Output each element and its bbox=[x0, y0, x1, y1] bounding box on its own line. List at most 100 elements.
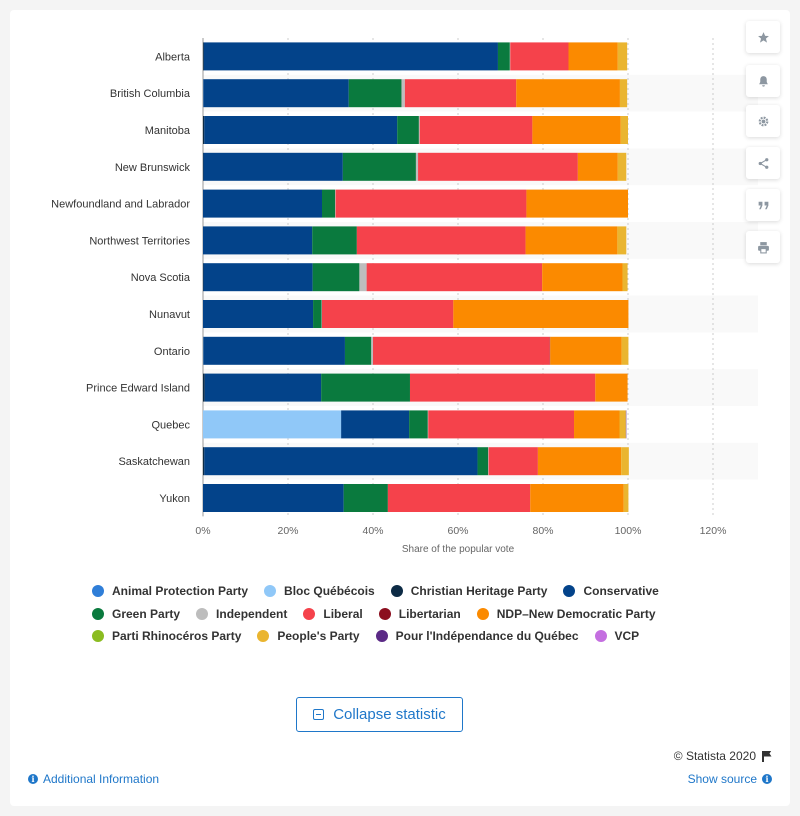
legend-item[interactable]: Independent bbox=[196, 607, 287, 621]
collapse-statistic-button[interactable]: Collapse statistic bbox=[296, 697, 463, 732]
bar-segment[interactable] bbox=[203, 116, 205, 144]
bar-segment[interactable] bbox=[415, 152, 419, 181]
legend-item[interactable]: NDP–New Democratic Party bbox=[476, 607, 656, 621]
bar-segment[interactable] bbox=[418, 152, 578, 181]
bar-segment[interactable] bbox=[619, 410, 626, 439]
bar-segment[interactable] bbox=[313, 300, 322, 328]
bar-segment[interactable] bbox=[419, 116, 533, 144]
bar-segment[interactable] bbox=[617, 152, 627, 181]
bar-segment[interactable] bbox=[203, 447, 205, 476]
bar-segment[interactable] bbox=[488, 447, 538, 476]
bar-segment[interactable] bbox=[525, 226, 618, 255]
bar-segment[interactable] bbox=[595, 373, 628, 402]
bar-segment[interactable] bbox=[203, 484, 344, 512]
bar-segment[interactable] bbox=[617, 226, 627, 255]
bar-segment[interactable] bbox=[497, 42, 510, 71]
bar-segment[interactable] bbox=[373, 336, 550, 365]
bar-segment[interactable] bbox=[568, 42, 618, 71]
bar-segment[interactable] bbox=[203, 42, 498, 71]
bar-segment[interactable] bbox=[537, 447, 622, 476]
category-label: Quebec bbox=[151, 419, 190, 431]
legend-item[interactable]: Conservative bbox=[563, 584, 659, 598]
bar-segment[interactable] bbox=[401, 79, 405, 108]
bar-segment[interactable] bbox=[203, 300, 314, 328]
bar-segment[interactable] bbox=[409, 410, 428, 439]
legend-item[interactable]: People's Party bbox=[257, 629, 360, 643]
print-button[interactable] bbox=[746, 231, 780, 263]
bar-segment[interactable] bbox=[348, 79, 402, 108]
bar-segment[interactable] bbox=[387, 484, 531, 512]
legend-item[interactable]: Green Party bbox=[92, 607, 180, 621]
bar-segment[interactable] bbox=[371, 336, 373, 365]
settings-button[interactable] bbox=[746, 105, 780, 137]
bar-segment[interactable] bbox=[623, 484, 629, 512]
bar-segment[interactable] bbox=[542, 263, 623, 292]
show-source-link[interactable]: Show source i bbox=[688, 772, 772, 786]
bar-segment[interactable] bbox=[203, 152, 343, 181]
bar-segment[interactable] bbox=[322, 189, 336, 218]
bar-segment[interactable] bbox=[510, 42, 569, 71]
bar-segment[interactable] bbox=[203, 410, 342, 439]
bar-segment[interactable] bbox=[620, 116, 628, 144]
bar-segment[interactable] bbox=[477, 447, 489, 476]
bar-segment[interactable] bbox=[622, 263, 628, 292]
legend-item[interactable]: Libertarian bbox=[378, 607, 461, 621]
bar-segment[interactable] bbox=[404, 79, 517, 108]
bar-segment[interactable] bbox=[312, 226, 357, 255]
bar-segment[interactable] bbox=[203, 42, 204, 71]
bar-segment[interactable] bbox=[577, 152, 618, 181]
bar-segment[interactable] bbox=[397, 116, 419, 144]
bar-segment[interactable] bbox=[204, 373, 322, 402]
bar-segment[interactable] bbox=[621, 447, 629, 476]
legend-item[interactable]: Christian Heritage Party bbox=[390, 584, 547, 598]
bar-segment[interactable] bbox=[428, 410, 575, 439]
flag-icon bbox=[761, 750, 772, 762]
additional-information-link[interactable]: i Additional Information bbox=[28, 772, 159, 786]
legend-item[interactable]: VCP bbox=[594, 629, 639, 643]
bar-segment[interactable] bbox=[344, 336, 372, 365]
legend-item[interactable]: Parti Rhinocéros Party bbox=[92, 629, 241, 643]
statista-credit[interactable]: © Statista 2020 bbox=[674, 749, 772, 763]
legend-item[interactable]: Liberal bbox=[303, 607, 363, 621]
bar-segment[interactable] bbox=[453, 300, 629, 328]
share-button[interactable] bbox=[746, 147, 780, 179]
bar-segment[interactable] bbox=[359, 263, 367, 292]
bar-segment[interactable] bbox=[312, 263, 360, 292]
bar-segment[interactable] bbox=[550, 336, 622, 365]
bar-segment[interactable] bbox=[203, 336, 345, 365]
bar-segment[interactable] bbox=[203, 373, 205, 402]
bar-segment[interactable] bbox=[321, 373, 410, 402]
bar-segment[interactable] bbox=[409, 373, 596, 402]
bar-segment[interactable] bbox=[617, 42, 628, 71]
cite-button[interactable] bbox=[746, 189, 780, 221]
bar-segment[interactable] bbox=[204, 447, 478, 476]
bar-segment[interactable] bbox=[366, 263, 543, 292]
show-source-label: Show source bbox=[687, 772, 757, 786]
legend-label: Independent bbox=[216, 606, 288, 621]
bar-segment[interactable] bbox=[322, 300, 454, 328]
bar-segment[interactable] bbox=[418, 116, 420, 144]
bar-segment[interactable] bbox=[203, 189, 322, 218]
bar-segment[interactable] bbox=[343, 484, 388, 512]
bar-segment[interactable] bbox=[203, 226, 313, 255]
bar-segment[interactable] bbox=[530, 484, 624, 512]
bar-segment[interactable] bbox=[621, 336, 629, 365]
bar-segment[interactable] bbox=[526, 189, 628, 218]
bar-segment[interactable] bbox=[204, 116, 398, 144]
notification-button[interactable] bbox=[746, 65, 780, 97]
favorite-button[interactable] bbox=[746, 21, 780, 53]
bar-segment[interactable] bbox=[574, 410, 620, 439]
bar-segment[interactable] bbox=[532, 116, 621, 144]
legend-item[interactable]: Animal Protection Party bbox=[92, 584, 248, 598]
bar-segment[interactable] bbox=[516, 79, 620, 108]
bar-segment[interactable] bbox=[342, 152, 416, 181]
bar-segment[interactable] bbox=[356, 226, 526, 255]
legend-item[interactable]: Pour l'Indépendance du Québec bbox=[375, 629, 579, 643]
bar-segment[interactable] bbox=[341, 410, 410, 439]
bar-segment[interactable] bbox=[335, 189, 527, 218]
bar-segment[interactable] bbox=[203, 79, 349, 108]
bar-segment[interactable] bbox=[619, 79, 628, 108]
legend-item[interactable]: Bloc Québécois bbox=[264, 584, 375, 598]
stacked-bar-chart: Alberta British Columbia Manitoba New Bruns… bbox=[51, 38, 727, 555]
bar-segment[interactable] bbox=[203, 263, 313, 292]
